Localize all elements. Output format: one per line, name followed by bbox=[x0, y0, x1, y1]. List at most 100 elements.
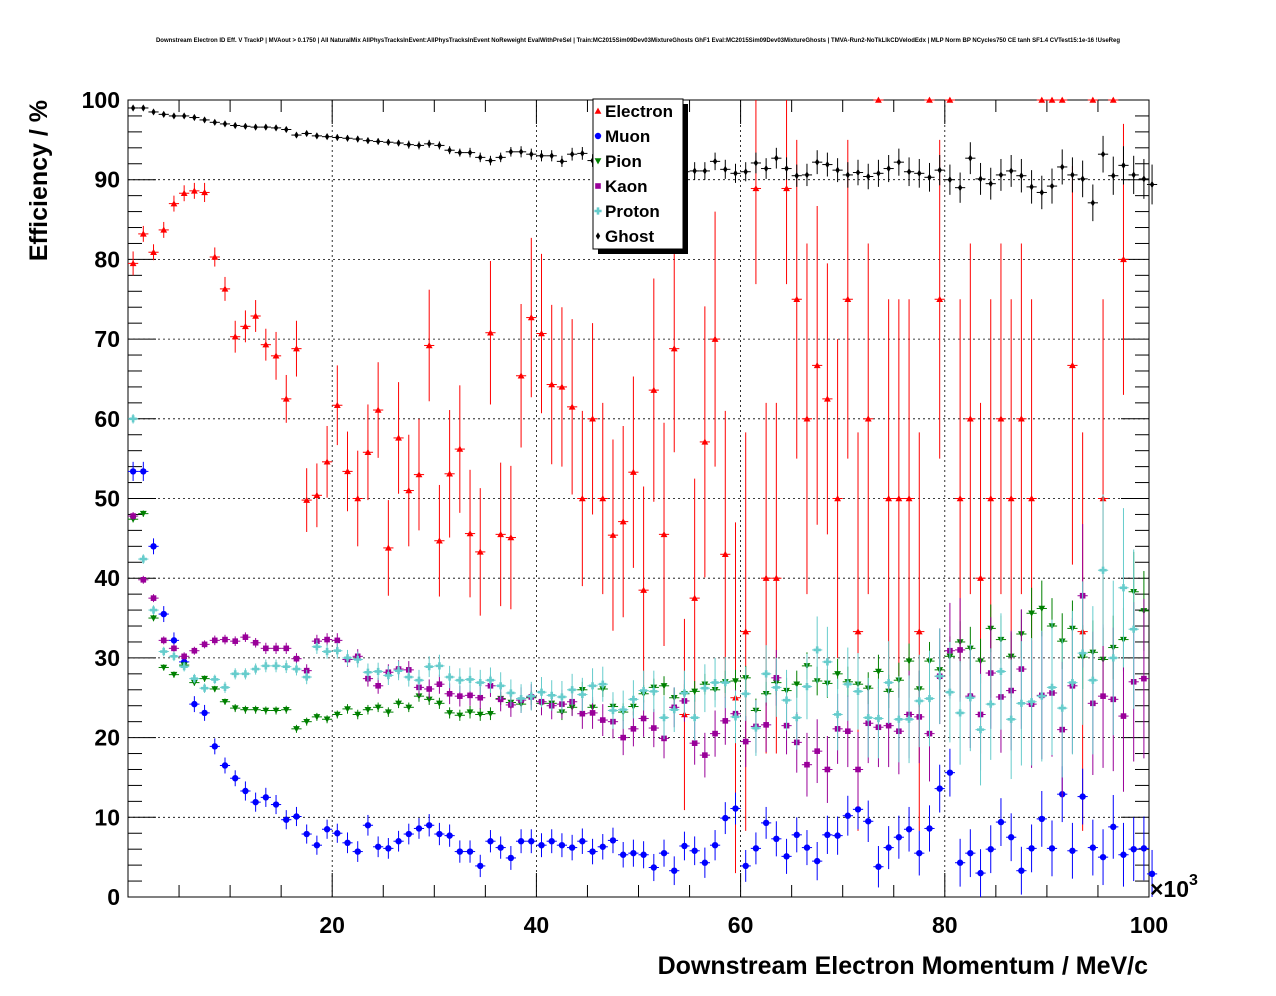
electron-point bbox=[301, 468, 312, 532]
data-points bbox=[128, 96, 1158, 897]
kaon-point bbox=[761, 697, 772, 752]
ghost-marker bbox=[192, 113, 197, 122]
proton-marker bbox=[823, 658, 831, 666]
proton-point bbox=[1077, 581, 1088, 725]
y-tick-label: 0 bbox=[107, 884, 120, 910]
proton-marker bbox=[731, 713, 740, 721]
electron-marker bbox=[262, 341, 270, 348]
pion-marker bbox=[905, 658, 913, 665]
pion-point bbox=[1036, 580, 1047, 637]
muon-point bbox=[536, 833, 547, 858]
proton-marker bbox=[680, 689, 689, 697]
pion-marker bbox=[282, 706, 290, 714]
electron-marker bbox=[864, 415, 872, 422]
muon-marker bbox=[691, 847, 698, 854]
electron-marker bbox=[201, 189, 208, 196]
proton-point bbox=[832, 678, 843, 751]
ghost-point bbox=[281, 125, 292, 134]
kaon-marker bbox=[712, 730, 718, 737]
proton-point bbox=[1128, 549, 1139, 709]
proton-marker bbox=[292, 665, 301, 673]
proton-point bbox=[1026, 637, 1037, 766]
ghost-marker bbox=[437, 141, 442, 150]
ghost-point bbox=[985, 167, 996, 200]
muon-point bbox=[934, 764, 945, 813]
electron-point bbox=[699, 306, 710, 578]
proton-marker bbox=[1099, 566, 1107, 574]
muon-marker bbox=[1079, 793, 1086, 800]
proton-marker bbox=[711, 679, 719, 687]
kaon-point bbox=[230, 636, 241, 646]
y-tick-label: 90 bbox=[94, 167, 120, 193]
electron-marker bbox=[1109, 96, 1117, 103]
muon-marker bbox=[487, 838, 494, 845]
ghost-marker bbox=[866, 172, 871, 181]
electron-point bbox=[352, 450, 363, 547]
pion-marker bbox=[1028, 610, 1035, 617]
kaon-marker bbox=[211, 637, 218, 644]
ghost-marker bbox=[559, 157, 565, 165]
ghost-marker bbox=[324, 133, 330, 141]
muon-point bbox=[281, 810, 292, 830]
electron-point bbox=[464, 469, 476, 598]
kaon-marker bbox=[324, 636, 330, 643]
muon-point bbox=[863, 800, 874, 843]
muon-marker bbox=[671, 867, 678, 874]
ghost-point bbox=[1057, 149, 1068, 185]
kaon-marker bbox=[702, 752, 708, 758]
electron-marker bbox=[538, 330, 545, 337]
electron-point bbox=[168, 195, 180, 212]
proton-point bbox=[709, 657, 721, 708]
ghost-point bbox=[740, 162, 751, 182]
proton-point bbox=[454, 668, 465, 693]
muon-marker bbox=[517, 838, 525, 845]
ghost-point bbox=[934, 154, 945, 186]
proton-marker bbox=[874, 714, 883, 723]
kaon-marker bbox=[691, 740, 698, 746]
muon-marker bbox=[425, 822, 433, 829]
kaon-point bbox=[209, 635, 220, 646]
pion-point bbox=[454, 709, 465, 721]
proton-point bbox=[352, 651, 363, 668]
proton-point bbox=[944, 641, 956, 743]
electron-marker bbox=[834, 495, 841, 502]
ghost-marker bbox=[753, 159, 759, 167]
muon-point bbox=[393, 830, 404, 852]
proton-marker bbox=[262, 662, 270, 670]
proton-marker bbox=[129, 415, 137, 423]
proton-marker bbox=[813, 646, 821, 654]
muon-point bbox=[842, 795, 853, 836]
muon-marker bbox=[150, 543, 157, 550]
muon-marker bbox=[221, 762, 229, 769]
proton-point bbox=[270, 659, 282, 673]
muon-marker bbox=[211, 743, 218, 750]
muon-marker bbox=[630, 849, 637, 857]
electron-marker bbox=[578, 495, 586, 502]
electron-point bbox=[832, 339, 843, 658]
proton-point bbox=[750, 700, 762, 756]
ghost-point bbox=[434, 141, 445, 150]
proton-point bbox=[179, 661, 190, 672]
proton-point bbox=[1097, 494, 1109, 646]
muon-marker bbox=[170, 637, 178, 644]
muon-marker bbox=[936, 785, 943, 792]
electron-marker bbox=[1058, 96, 1066, 103]
muon-point bbox=[556, 833, 568, 858]
electron-point bbox=[209, 247, 220, 267]
proton-marker bbox=[650, 687, 658, 695]
electron-point bbox=[393, 382, 404, 494]
muon-point bbox=[761, 806, 772, 839]
proton-marker bbox=[742, 690, 750, 698]
x-axis-label: Downstream Electron Momentum / MeV/c bbox=[658, 952, 1148, 980]
electron-marker bbox=[854, 628, 862, 635]
proton-point bbox=[230, 668, 241, 680]
electron-point bbox=[219, 276, 231, 301]
proton-point bbox=[730, 690, 741, 744]
proton-marker bbox=[211, 675, 219, 684]
proton-point bbox=[311, 639, 322, 654]
legend-label-kaon: Kaon bbox=[605, 177, 648, 196]
kaon-point bbox=[281, 642, 292, 654]
muon-marker bbox=[844, 812, 852, 819]
x-tick-label: 60 bbox=[728, 912, 754, 938]
muon-point bbox=[209, 738, 220, 755]
